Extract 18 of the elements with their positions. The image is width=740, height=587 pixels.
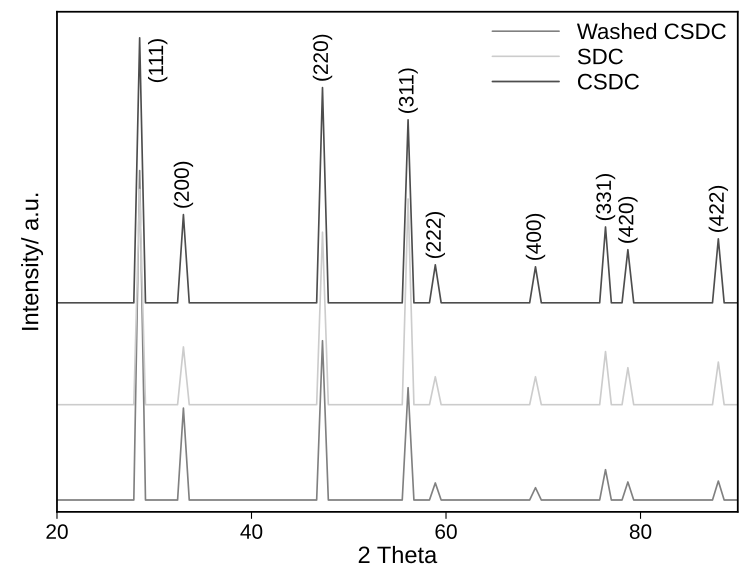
annotation: (331) bbox=[596, 174, 616, 220]
legend-label: CSDC bbox=[578, 74, 639, 90]
annotation: (420) bbox=[618, 196, 638, 243]
x-tick-label: 20 bbox=[46, 524, 68, 539]
annotation: (400) bbox=[526, 214, 546, 260]
x-tick-label: 80 bbox=[630, 524, 652, 539]
annotation: (200) bbox=[174, 162, 194, 208]
legend-label: SDC bbox=[578, 48, 623, 64]
x-tick-label: 40 bbox=[240, 524, 262, 539]
legend-label: Washed CSDC bbox=[576, 22, 726, 40]
annotation: (222) bbox=[426, 212, 446, 258]
annotation: (111) bbox=[148, 39, 168, 82]
annotation: (311) bbox=[398, 68, 418, 113]
annotation: (220) bbox=[312, 34, 332, 81]
x-tick-label: 60 bbox=[435, 524, 457, 539]
x-axis-title: 2 Theta bbox=[358, 546, 438, 564]
annotation: (422) bbox=[708, 186, 728, 232]
y-axis-title: Intensity/ a.u. bbox=[21, 194, 44, 330]
